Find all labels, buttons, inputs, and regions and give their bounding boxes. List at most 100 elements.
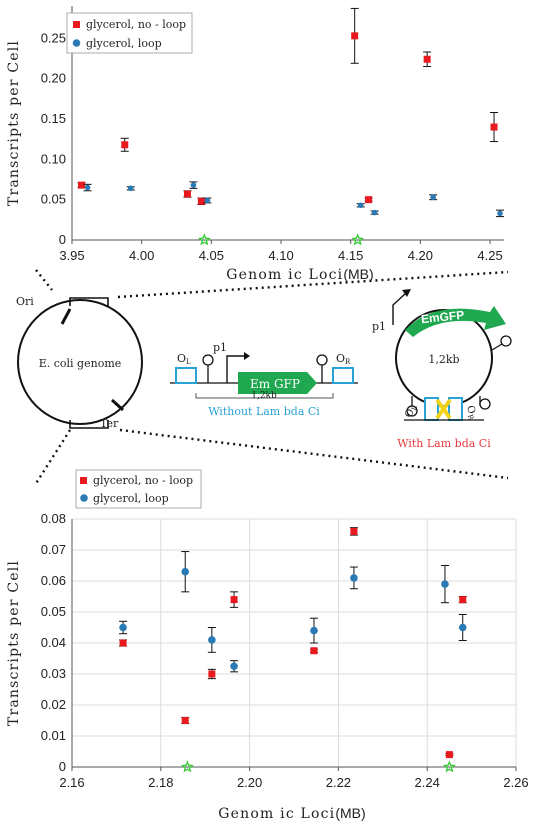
lambda-ci-repressor (435, 398, 452, 420)
terminator-right (316, 354, 328, 383)
y-ticks: 0 0.01 0.02 0.03 0.04 0.05 0.06 0.07 0.08 (41, 511, 66, 774)
data-point-loop (458, 623, 467, 632)
star-marker (181, 760, 194, 773)
y-tick-label: 0.01 (41, 728, 66, 743)
legend: glycerol, no - loop glycerol, loop (66, 12, 193, 54)
chart-bottom: 00.010.020.030.040.050.060.070.08 2.16 2.… (6, 469, 529, 822)
loop-promoter-label: p1 (372, 320, 386, 333)
x-tick-label: 2.26 (503, 775, 528, 790)
data-point-loop (441, 580, 449, 588)
loop-length-label: 1,2kb (428, 353, 459, 366)
y-tick-label: 0.02 (41, 697, 66, 712)
star-marker (197, 233, 211, 246)
operator-right-label: OR (336, 352, 351, 366)
x-ticks: 2.16 2.18 2.20 2.22 2.24 2.26 (59, 767, 529, 790)
y-tick-label: 0.25 (41, 30, 66, 45)
data-point-no-loop (310, 647, 318, 655)
loop-caption: With Lam bda Ci (397, 437, 491, 450)
x-axis-label: Genom ic Loci(MB) (226, 266, 373, 283)
legend-marker-loop (80, 494, 88, 502)
x-axis-label: Genom ic Loci(MB) (218, 805, 365, 822)
data-point-loop (371, 209, 378, 216)
data-point-loop (127, 185, 134, 192)
promoter-label: p1 (213, 341, 227, 354)
genome-circle (17, 299, 143, 425)
data-point-no-loop (490, 123, 498, 131)
y-ticks: 0 0.05 0.10 0.15 0.20 0.25 (41, 30, 66, 247)
star-marker (351, 233, 365, 246)
data-point-no-loop (197, 197, 205, 205)
legend: glycerol, no - loop glycerol, loop (75, 469, 202, 509)
legend-box (66, 12, 193, 54)
data-point-no-loop (445, 751, 453, 759)
data-point-loop (497, 210, 503, 217)
y-tick-label: 0.04 (41, 635, 66, 650)
x-axis-label-main: Genom ic Loci (226, 267, 343, 283)
data-point-no-loop (423, 55, 431, 63)
loop-ol-label: OL (404, 403, 420, 420)
x-tick-label: 2.20 (237, 775, 262, 790)
data-marks (77, 7, 505, 246)
gfp-gene-arrow (238, 372, 317, 394)
x-tick-label: 2.22 (326, 775, 351, 790)
legend-label-no-loop: glycerol, no - loop (93, 474, 193, 487)
x-tick-label: 2.16 (59, 775, 84, 790)
data-point-no-loop (208, 670, 216, 678)
x-tick-label: 4.15 (338, 248, 363, 263)
promoter-arrowhead (244, 352, 250, 360)
data-point-loop (208, 636, 216, 644)
ter-label: Ter (100, 417, 119, 430)
construct-caption: Without Lam bda Ci (208, 405, 320, 418)
x-tick-label: 4.20 (408, 248, 433, 263)
loop-terminator-right (491, 335, 512, 351)
y-tick-label: 0.15 (41, 111, 66, 126)
loop-terminator-bottom-right (479, 396, 491, 410)
ter-tick (110, 398, 125, 412)
y-tick-label: 0.05 (41, 192, 66, 207)
data-point-no-loop (351, 32, 359, 40)
ori-label: Ori (16, 295, 34, 308)
genome-bracket-bottom (69, 420, 109, 429)
x-axis-label-unit: (MB) (343, 266, 373, 282)
y-axis-label: Transcripts per Cell (6, 40, 22, 206)
y-tick-label: 0 (59, 759, 66, 774)
y-tick-label: 0.03 (41, 666, 66, 681)
data-marks (119, 527, 467, 773)
loop-terminator-bottom-left (406, 396, 418, 417)
loop-gfp-label: EmGFP (420, 308, 465, 326)
data-point-no-loop (230, 596, 238, 604)
length-label: 1,2kb (251, 391, 277, 401)
legend-label-loop: glycerol, loop (93, 492, 169, 505)
x-tick-label: 2.18 (148, 775, 173, 790)
loop-promoter-arrow (392, 292, 407, 325)
data-point-loop (190, 182, 197, 188)
x-tick-label: 4.00 (129, 248, 154, 263)
genome-label: E. coli genome (39, 357, 122, 370)
legend-box (75, 469, 202, 509)
length-bracket (195, 393, 334, 399)
genome-bracket-top (69, 297, 109, 306)
zoom-line-top-left (35, 269, 53, 291)
zoom-line-bottom-right (119, 428, 509, 480)
data-point-no-loop (459, 596, 467, 604)
x-tick-label: 4.25 (477, 248, 502, 263)
y-tick-label: 0.07 (41, 542, 66, 557)
operator-left-box (175, 367, 197, 384)
x-tick-label: 4.05 (199, 248, 224, 263)
x-axis-label-unit: (MB) (335, 805, 365, 821)
data-point-no-loop (121, 141, 129, 149)
y-tick-label: 0.08 (41, 511, 66, 526)
y-tick-label: 0.10 (41, 151, 66, 166)
y-tick-label: 0.06 (41, 573, 66, 588)
x-ticks: 3.95 4.00 4.05 4.10 4.15 4.20 4.25 (59, 240, 503, 263)
x-tick-label: 4.10 (268, 248, 293, 263)
legend-marker-loop (72, 39, 81, 47)
loop-promoter-arrowhead (402, 289, 411, 297)
data-point-no-loop (365, 196, 373, 204)
data-point-loop (181, 567, 190, 576)
data-point-loop (430, 194, 436, 201)
loop-or-label: OR (463, 404, 479, 421)
operator-left-label: OL (177, 352, 191, 366)
x-tick-label: 3.95 (59, 248, 84, 263)
